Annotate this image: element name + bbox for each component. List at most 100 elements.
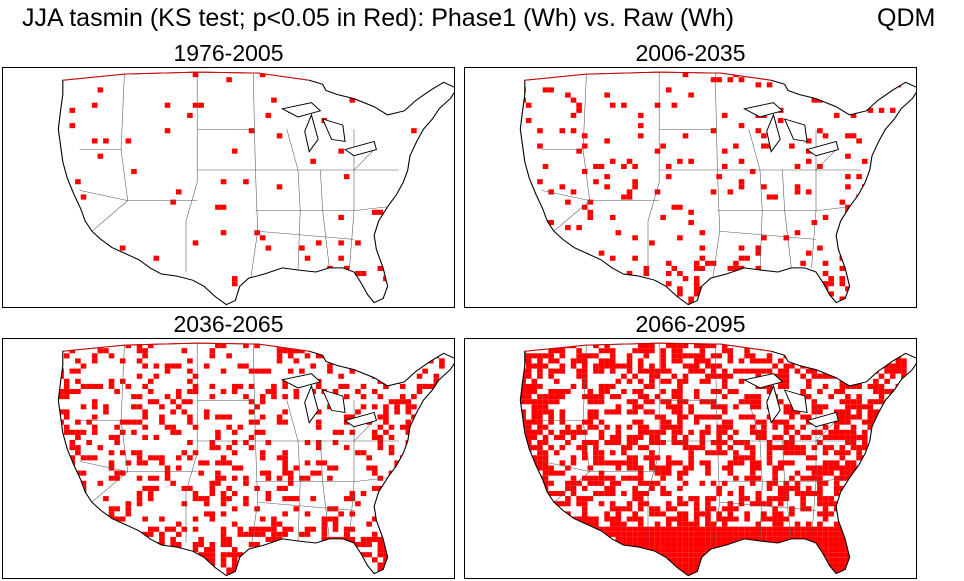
significant-cell	[131, 536, 137, 542]
significant-cell	[772, 506, 778, 512]
significant-cell	[525, 536, 532, 542]
significant-cell	[660, 475, 666, 481]
significant-cell	[525, 117, 532, 124]
significant-cell	[75, 552, 81, 558]
map-2066-2095	[519, 342, 916, 577]
significant-cell	[783, 373, 790, 379]
significant-cell	[119, 358, 126, 364]
significant-cell	[884, 455, 890, 461]
significant-cell	[598, 394, 605, 400]
significant-cell	[901, 439, 907, 446]
state-boundary	[647, 72, 660, 272]
significant-cell	[598, 547, 605, 553]
significant-cell	[615, 424, 622, 430]
significant-cell	[738, 245, 745, 251]
map-2006-2035	[519, 71, 916, 306]
significant-cell	[439, 475, 445, 481]
significant-cell	[665, 455, 672, 461]
significant-cell	[637, 552, 644, 558]
significant-cell	[604, 541, 610, 548]
significant-cell	[411, 536, 417, 542]
significant-cell	[405, 353, 412, 359]
significant-cell	[755, 460, 762, 466]
significant-cell	[97, 516, 104, 522]
significant-cell	[727, 445, 734, 451]
significant-cell	[811, 572, 818, 576]
significant-cell	[833, 475, 840, 481]
significant-cell	[198, 296, 204, 302]
significant-cell	[159, 562, 165, 568]
significant-cell	[688, 296, 694, 302]
significant-cell	[299, 541, 305, 548]
significant-cell	[187, 399, 193, 405]
significant-cell	[604, 567, 610, 573]
significant-cell	[248, 526, 255, 532]
significant-cell	[721, 148, 728, 154]
significant-cell	[901, 455, 907, 461]
significant-cell	[861, 567, 868, 573]
significant-cell	[525, 260, 532, 266]
significant-cell	[570, 383, 577, 389]
significant-cell	[231, 439, 238, 446]
significant-cell	[654, 455, 661, 461]
significant-cell	[705, 541, 711, 548]
significant-cell	[576, 480, 582, 486]
significant-cell	[192, 72, 199, 78]
significant-cell	[615, 480, 622, 486]
significant-cell	[839, 531, 846, 537]
significant-cell	[542, 562, 549, 568]
significant-cell	[198, 496, 204, 502]
significant-cell	[265, 572, 272, 576]
significant-cell	[643, 265, 650, 271]
significant-cell	[895, 562, 902, 568]
significant-cell	[643, 572, 650, 576]
significant-cell	[845, 204, 851, 210]
significant-cell	[649, 383, 655, 389]
significant-cell	[643, 343, 650, 349]
significant-cell	[293, 348, 300, 354]
map-2036-2065	[57, 342, 454, 577]
significant-cell	[850, 516, 857, 522]
significant-cell	[542, 521, 549, 527]
significant-cell	[688, 353, 694, 359]
significant-cell	[677, 547, 683, 553]
significant-cell	[576, 107, 582, 113]
significant-cell	[828, 536, 834, 542]
significant-cell	[276, 414, 283, 420]
significant-cell	[304, 343, 311, 349]
significant-cell	[615, 547, 622, 553]
significant-cell	[147, 567, 154, 573]
significant-cell	[660, 414, 666, 420]
significant-cell	[794, 184, 801, 190]
significant-cell	[755, 245, 762, 251]
significant-cell	[621, 286, 627, 292]
significant-cell	[822, 450, 829, 456]
significant-cell	[626, 536, 633, 542]
significant-cell	[565, 536, 571, 542]
significant-cell	[721, 480, 728, 486]
significant-cell	[845, 465, 851, 471]
significant-cell	[705, 424, 711, 430]
significant-cell	[693, 276, 700, 282]
significant-cell	[755, 490, 762, 497]
significant-cell	[576, 270, 582, 277]
significant-cell	[416, 567, 423, 573]
significant-cell	[682, 567, 689, 573]
significant-cell	[58, 439, 64, 446]
significant-cell	[142, 353, 148, 359]
significant-cell	[287, 496, 294, 502]
significant-cell	[772, 557, 778, 563]
significant-cell	[136, 455, 143, 461]
significant-cell	[63, 516, 70, 522]
significant-cell	[850, 490, 857, 497]
significant-cell	[142, 547, 148, 553]
significant-cell	[131, 404, 137, 410]
significant-cell	[822, 506, 829, 512]
significant-cell	[873, 547, 879, 553]
map-panel-4	[464, 338, 917, 579]
significant-cell	[839, 547, 846, 553]
significant-cell	[63, 414, 70, 420]
state-boundary	[815, 420, 837, 442]
significant-cell	[839, 343, 846, 349]
significant-cell	[63, 378, 70, 384]
